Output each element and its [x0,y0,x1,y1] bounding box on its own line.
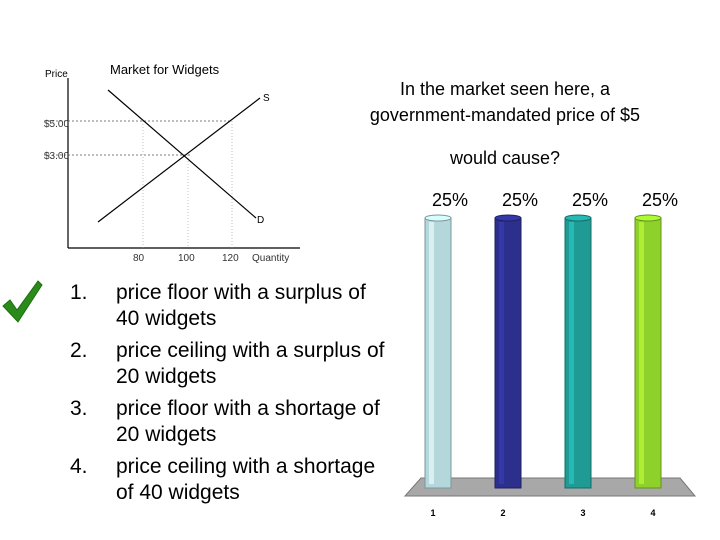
y-tick-5: $5.00 [44,119,69,130]
bar-cap-2 [494,214,522,222]
bar-category-label-1: 1 [430,508,435,518]
bar-4 [634,217,662,489]
bar-value-label-3: 25% [572,190,608,210]
chart-title: Market for Widgets [110,62,220,77]
bar-3 [564,217,592,489]
bar-cap-3 [564,214,592,222]
answer-option-1[interactable]: 1. price floor with a surplus of 40 widg… [30,280,390,338]
answer-number: 4. [70,455,88,478]
answer-text: price ceiling with a shortage of 40 widg… [116,455,376,504]
demand-label: D [257,215,264,226]
answer-option-2[interactable]: 2. price ceiling with a surplus of 20 wi… [30,338,390,396]
supply-demand-chart: Price Market for Widgets Quantity $5.00 … [44,62,300,264]
check-icon [2,280,43,323]
bar-1 [424,217,452,489]
answer-text: price floor with a surplus of 40 widgets [116,281,366,330]
bar-layer: 25% 1 25% 2 25% 3 25% 4 [424,190,678,518]
bar-cap-1 [424,214,452,222]
answer-option-4[interactable]: 4. price ceiling with a shortage of 40 w… [30,454,390,512]
bar-value-label-1: 25% [432,190,468,210]
answer-option-3[interactable]: 3. price floor with a shortage of 20 wid… [30,396,390,454]
bar-highlight-1 [429,222,434,484]
question-text: In the market seen here, a government-ma… [330,76,680,128]
bar-cap-4 [634,214,662,222]
answer-text: price ceiling with a surplus of 20 widge… [116,339,385,388]
x-tick-80: 80 [133,253,145,264]
answer-number: 3. [70,397,88,420]
bar-category-label-3: 3 [580,508,585,518]
answer-number: 2. [70,339,88,362]
bar-value-label-4: 25% [642,190,678,210]
supply-curve [97,97,261,223]
bar-category-label-4: 4 [650,508,655,518]
demand-curve [107,89,257,219]
bar-category-label-2: 2 [500,508,505,518]
x-tick-100: 100 [178,253,195,264]
bar-value-label-2: 25% [502,190,538,210]
chart-floor [403,477,697,497]
bar-2 [494,217,522,489]
bar-highlight-2 [499,222,504,484]
x-tick-120: 120 [222,253,239,264]
bar-highlight-3 [569,222,574,484]
answer-text: price floor with a shortage of 20 widget… [116,397,380,446]
x-axis-label: Quantity [252,253,289,264]
answer-list: 1. price floor with a surplus of 40 widg… [30,280,390,512]
bar-highlight-4 [639,222,644,484]
y-axis-label: Price [45,69,68,80]
question-line-2: government-mandated price of $5 [369,105,641,125]
supply-label: S [263,93,270,104]
answer-number: 1. [70,281,88,304]
y-tick-3: $3.00 [44,151,69,162]
question-line-3: would cause? [449,148,561,168]
response-bar-chart: 25% 1 25% 2 25% 3 25% 4 [403,190,697,518]
question-line-1: In the market seen here, a [399,79,611,99]
